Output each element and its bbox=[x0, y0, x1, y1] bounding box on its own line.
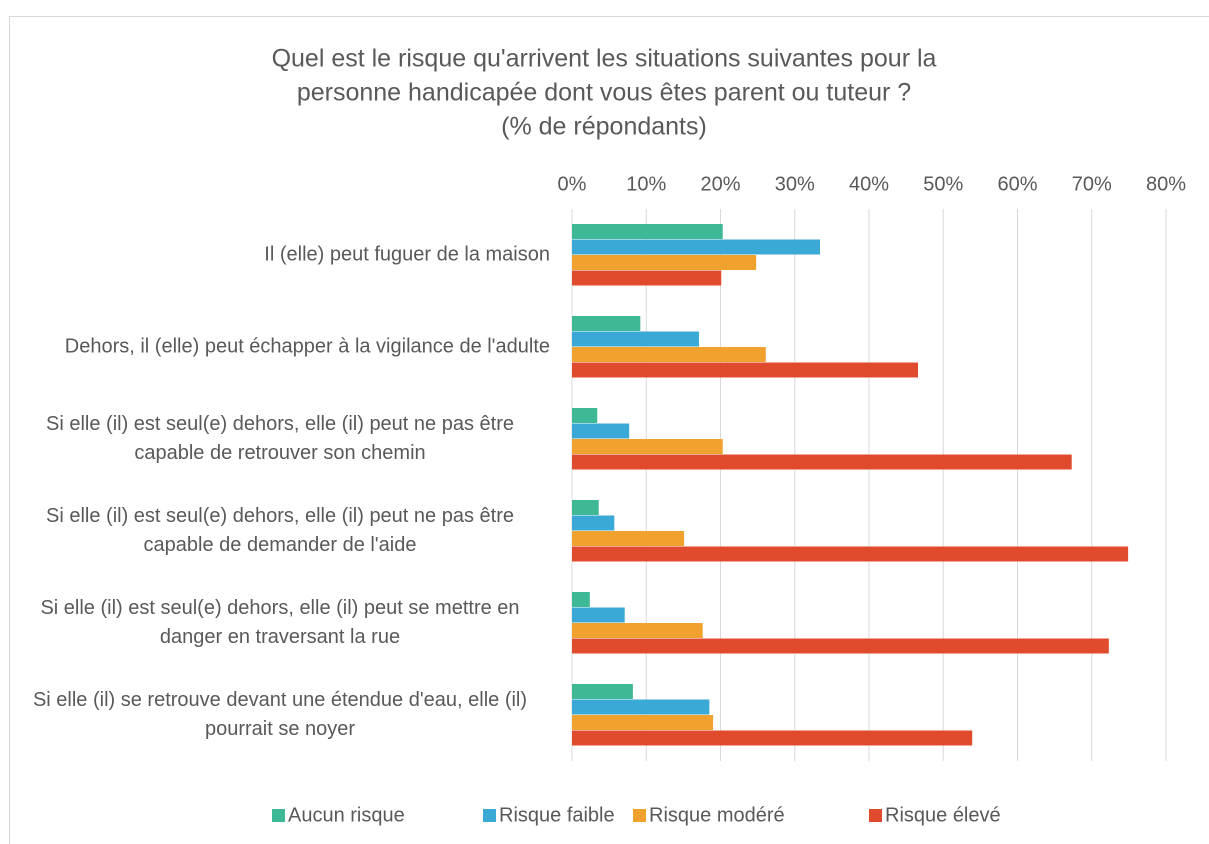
bar bbox=[572, 592, 590, 607]
y-tick-text: Si elle (il) est seul(e) dehors, elle (i… bbox=[46, 505, 514, 556]
y-tick-text: Il (elle) peut fuguer de la maison bbox=[264, 243, 550, 266]
bar bbox=[572, 623, 703, 638]
x-tick-label: 50% bbox=[923, 173, 963, 195]
bar bbox=[572, 607, 625, 623]
x-tick-label: 30% bbox=[775, 173, 815, 195]
y-tick-text: Si elle (il) est seul(e) dehors, elle (i… bbox=[40, 597, 520, 648]
bar bbox=[572, 715, 714, 730]
x-tick-label: 40% bbox=[849, 173, 889, 195]
bar bbox=[572, 270, 722, 286]
bar bbox=[572, 239, 820, 255]
legend-swatch bbox=[483, 809, 496, 822]
y-tick-text: Dehors, il (elle) peut échapper à la vig… bbox=[64, 335, 550, 358]
bar bbox=[572, 224, 723, 239]
y-tick-text: Si elle (il) se retrouve devant une éten… bbox=[32, 689, 528, 740]
y-tick-text: Si elle (il) est seul(e) dehors, elle (i… bbox=[46, 413, 514, 464]
bar bbox=[572, 408, 598, 423]
bar bbox=[572, 255, 757, 270]
legend-label: Risque élevé bbox=[885, 804, 1001, 826]
y-tick-label: Si elle (il) se retrouve devant une éten… bbox=[10, 686, 550, 744]
bar bbox=[572, 347, 766, 362]
x-tick-label: 70% bbox=[1072, 173, 1112, 195]
y-tick-label: Il (elle) peut fuguer de la maison bbox=[10, 241, 550, 270]
x-tick-label: 10% bbox=[626, 173, 666, 195]
bar bbox=[572, 730, 973, 746]
legend-label: Risque faible bbox=[499, 804, 615, 826]
x-tick-label: 0% bbox=[558, 173, 587, 195]
x-tick-label: 80% bbox=[1146, 173, 1186, 195]
bar bbox=[572, 500, 599, 515]
y-tick-label: Si elle (il) est seul(e) dehors, elle (i… bbox=[10, 502, 550, 560]
legend-swatch bbox=[869, 809, 882, 822]
x-tick-label: 60% bbox=[997, 173, 1037, 195]
chart-title: personne handicapée dont vous êtes paren… bbox=[297, 79, 911, 107]
bar bbox=[572, 638, 1109, 654]
bar bbox=[572, 531, 685, 546]
bar bbox=[572, 699, 710, 715]
legend-label: Risque modéré bbox=[649, 804, 785, 826]
legend-swatch bbox=[272, 809, 285, 822]
chart-title: (% de répondants) bbox=[501, 113, 707, 141]
x-tick-label: 20% bbox=[700, 173, 740, 195]
bar bbox=[572, 331, 699, 347]
bar bbox=[572, 546, 1129, 562]
legend-swatch bbox=[633, 809, 646, 822]
bar bbox=[572, 423, 630, 439]
bar bbox=[572, 684, 633, 699]
y-tick-label: Si elle (il) est seul(e) dehors, elle (i… bbox=[10, 410, 550, 468]
bar bbox=[572, 362, 919, 378]
y-tick-label: Si elle (il) est seul(e) dehors, elle (i… bbox=[10, 594, 550, 652]
bar bbox=[572, 316, 641, 331]
bar bbox=[572, 454, 1072, 470]
legend-label: Aucun risque bbox=[288, 804, 405, 826]
bar bbox=[572, 439, 723, 454]
y-tick-label: Dehors, il (elle) peut échapper à la vig… bbox=[10, 333, 550, 362]
bar bbox=[572, 515, 615, 531]
chart-title: Quel est le risque qu'arrivent les situa… bbox=[272, 45, 937, 73]
